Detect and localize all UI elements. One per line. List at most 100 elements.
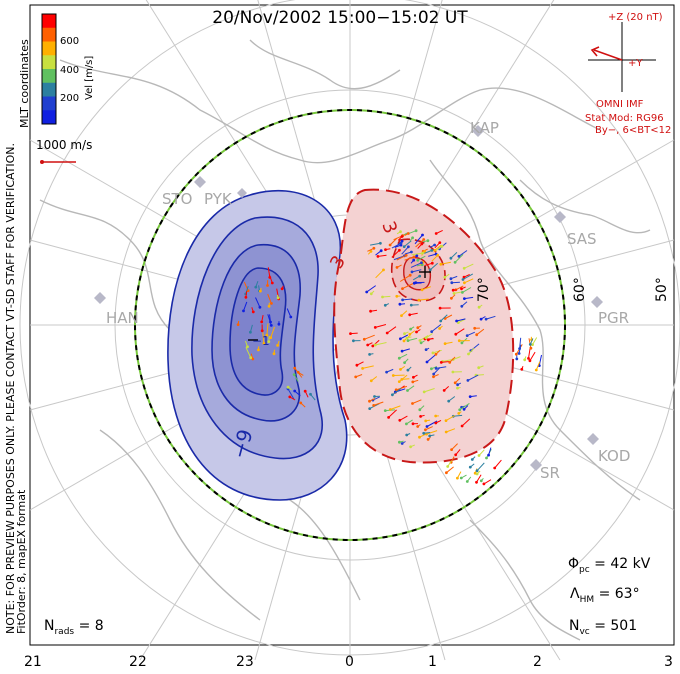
vector-origin <box>267 304 271 308</box>
velocity-vector <box>267 293 272 304</box>
vector-origin <box>368 353 371 356</box>
vector-origin <box>405 422 408 426</box>
vector-origin <box>236 323 240 326</box>
velocity-vector <box>366 285 376 293</box>
velocity-vector <box>440 314 448 322</box>
vector-origin <box>460 424 464 428</box>
velocity-vector <box>476 462 485 472</box>
vector-origin <box>430 249 434 252</box>
vector-origin <box>260 329 264 333</box>
vector-origin <box>397 356 401 360</box>
vector-origin <box>398 248 401 252</box>
velocity-vector <box>403 240 412 247</box>
vector-origin <box>534 368 538 372</box>
velocity-vector <box>410 262 422 268</box>
vector-origin <box>448 361 452 364</box>
vector-origin <box>395 294 399 298</box>
vector-origin <box>432 372 436 376</box>
vector-origin <box>373 343 377 347</box>
vector-origin <box>461 291 464 294</box>
velocity-vector <box>433 367 441 375</box>
vector-origin <box>391 374 395 377</box>
vector-origin <box>288 395 292 399</box>
vector-origin <box>379 241 382 245</box>
vector-origin <box>395 266 399 269</box>
mlt-label-2: 2 <box>533 654 542 670</box>
vector-origin <box>456 386 459 390</box>
vector-origin <box>434 421 438 425</box>
vector-origin <box>459 476 463 480</box>
vector-origin <box>451 288 455 292</box>
velocity-vector <box>455 328 465 335</box>
potential-max-marker <box>419 266 431 278</box>
hm-boundary-latitude: ΛHM = 63° <box>570 586 640 605</box>
vector-origin <box>394 388 398 392</box>
vector-origin <box>272 352 276 356</box>
velocity-vector <box>396 254 407 261</box>
velocity-vector <box>415 239 425 248</box>
vector-origin <box>398 418 402 422</box>
vector-origin <box>362 337 366 341</box>
velocity-vector <box>245 347 252 358</box>
vector-count: Nvc = 501 <box>569 618 637 637</box>
vector-origin <box>420 242 424 246</box>
vector-origin <box>529 346 533 350</box>
vector-origin <box>277 322 281 326</box>
velocity-vector <box>392 387 402 396</box>
velocity-vector <box>402 298 413 301</box>
imf-vector <box>590 46 623 61</box>
vector-origin <box>450 281 454 285</box>
imf-y-label: +Y <box>628 58 643 69</box>
vector-origin <box>371 344 375 348</box>
vector-origin <box>382 268 385 272</box>
vector-origin <box>451 370 455 374</box>
phi-symbol: Φ <box>568 556 580 572</box>
vector-origin <box>457 254 461 258</box>
station-label-sto: STO <box>162 190 193 208</box>
vector-origin <box>398 302 402 306</box>
vector-origin <box>400 349 404 353</box>
vector-origin <box>426 239 430 243</box>
vector-origin <box>411 402 414 405</box>
vector-origin <box>424 428 427 432</box>
positive-potential-cell <box>333 188 515 464</box>
velocity-vector <box>464 278 474 284</box>
velocity-vector <box>243 301 248 312</box>
velocity-vector <box>401 246 409 255</box>
imf-z-label: +Z (20 nT) <box>608 12 663 23</box>
vector-origin <box>406 389 409 392</box>
velocity-colorbar <box>42 14 56 125</box>
velocity-vector <box>446 428 456 433</box>
phi-value: = 42 kV <box>594 556 651 572</box>
page-title: 20/Nov/2002 15:00−15:02 UT <box>212 8 468 28</box>
vector-origin <box>385 331 389 335</box>
fit-order-note: FitOrder: 8, mapEX format <box>15 489 28 634</box>
vector-origin <box>454 453 458 457</box>
vector-origin <box>484 317 488 321</box>
vector-origin <box>479 479 483 483</box>
vector-origin <box>493 466 497 470</box>
vector-origin <box>458 408 462 412</box>
vector-origin <box>385 370 388 374</box>
vector-origin <box>514 352 518 356</box>
vector-origin <box>449 256 453 260</box>
vector-origin <box>289 315 293 319</box>
vector-origin <box>400 235 404 238</box>
vector-origin <box>420 261 423 265</box>
vector-origin <box>456 383 459 387</box>
vector-origin <box>260 320 264 324</box>
colorbar-segment <box>42 82 56 97</box>
vector-origin <box>379 249 383 253</box>
vector-origin <box>468 395 472 398</box>
imf-clock-dial <box>588 22 656 92</box>
vector-origin <box>475 333 479 337</box>
vector-origin <box>444 430 448 434</box>
vector-origin <box>465 480 469 483</box>
vector-origin <box>461 278 465 281</box>
velocity-vector <box>399 274 411 282</box>
vector-origin <box>372 404 376 407</box>
vector-origin <box>267 340 271 343</box>
vector-origin <box>443 275 447 279</box>
vector-origin <box>407 232 410 235</box>
vector-origin <box>411 422 415 426</box>
